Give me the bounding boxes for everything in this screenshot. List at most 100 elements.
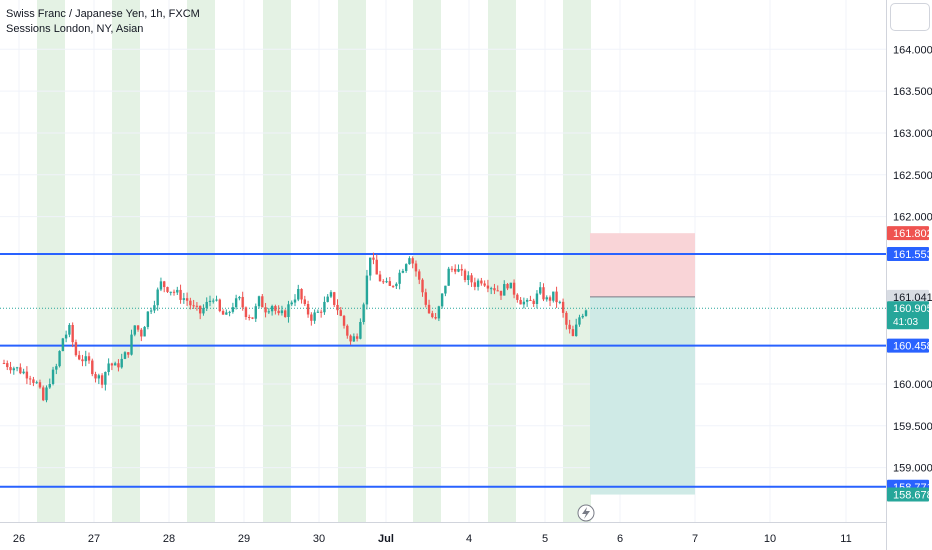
candle-body: [192, 305, 195, 307]
candle-body: [32, 379, 35, 383]
candle-body: [313, 312, 316, 321]
price-label-bg: [887, 226, 929, 241]
candle-69: [225, 309, 228, 315]
candle-body: [450, 268, 454, 270]
price-label-2: 161.553: [887, 247, 932, 262]
candle-33: [107, 358, 110, 376]
candle-body: [319, 311, 323, 313]
candle-body: [55, 366, 58, 370]
candle-body: [267, 311, 271, 313]
candle-64: [208, 295, 212, 307]
symbol-title[interactable]: Swiss Franc / Japanese Yen, 1h, FXCM: [6, 8, 200, 20]
x-tick-label: Jul: [378, 533, 394, 545]
candle-body: [123, 352, 127, 359]
candle-50: [163, 280, 166, 293]
candle-29: [94, 371, 97, 383]
candle-body: [127, 352, 130, 355]
candle-37: [120, 353, 123, 369]
candle-body: [336, 304, 339, 311]
candle-24: [78, 350, 81, 361]
session-band-3: [187, 0, 215, 522]
candle-body: [133, 325, 136, 335]
candle-body: [359, 321, 362, 339]
candle-114: [372, 252, 375, 265]
candle-48: [156, 287, 159, 311]
session-band-2: [112, 0, 140, 522]
lightning-icon[interactable]: [577, 504, 595, 522]
candle-141: [460, 264, 463, 276]
candle-156: [509, 282, 512, 289]
candle-68: [221, 309, 225, 315]
time-axis[interactable]: 26 27 28 29 30 Jul 4 5 6 7 10 11: [0, 522, 886, 546]
y-tick-label: 163.500: [893, 86, 932, 98]
candle-body: [548, 297, 552, 301]
candle-body: [454, 268, 457, 272]
candle-41: [133, 325, 136, 337]
candle-143: [467, 271, 470, 286]
candle-91: [297, 284, 300, 302]
candle-body: [78, 355, 81, 360]
candle-body: [2, 363, 6, 365]
candle-body: [561, 301, 565, 313]
candle-body: [283, 310, 287, 317]
candle-body: [293, 299, 297, 303]
candle-90: [293, 294, 297, 307]
price-label-5: 160.458: [887, 338, 932, 353]
candle-142: [463, 268, 467, 283]
candle-107: [349, 334, 352, 345]
horizontal-levels[interactable]: [0, 253, 886, 488]
candle-body: [163, 281, 166, 288]
candle-149: [486, 279, 490, 293]
session-band-8: [563, 0, 591, 522]
indicator-title[interactable]: Sessions London, NY, Asian: [6, 23, 144, 35]
candle-body: [58, 351, 61, 367]
price-label-bg: [887, 289, 929, 304]
candle-body: [264, 307, 267, 313]
candle-body: [342, 315, 346, 326]
candle-body: [234, 298, 238, 308]
session-bands: [37, 0, 591, 522]
candle-132: [431, 310, 434, 319]
candle-body: [87, 356, 91, 361]
candle-body: [440, 293, 444, 307]
lightning-icon-bolt: [582, 507, 590, 519]
candle-135: [440, 293, 444, 309]
candle-179: [584, 309, 588, 317]
candle-body: [231, 307, 235, 312]
candle-body: [519, 299, 522, 305]
candle-body: [9, 367, 12, 371]
candle-159: [519, 297, 522, 305]
y-tick-label: 159.000: [893, 463, 932, 475]
candle-body: [244, 307, 248, 317]
candle-101: [329, 290, 333, 299]
candle-66: [215, 295, 218, 302]
candle-body: [19, 367, 22, 374]
candle-115: [375, 254, 378, 275]
candle-body: [107, 363, 110, 372]
candle-10: [32, 376, 35, 387]
candle-26: [84, 350, 87, 367]
candle-112: [365, 269, 369, 310]
candle-125: [408, 256, 411, 265]
long-short-position[interactable]: [590, 233, 695, 495]
candle-body: [149, 310, 153, 312]
candle-body: [457, 268, 460, 272]
candle-140: [457, 264, 460, 273]
candle-72: [234, 294, 238, 310]
candle-177: [578, 314, 581, 327]
candle-44: [143, 325, 146, 337]
candle-body: [64, 334, 68, 339]
candle-body: [558, 301, 562, 303]
candle-103: [336, 299, 339, 315]
candle-body: [480, 280, 483, 284]
candle-167: [545, 295, 548, 302]
candle-145: [473, 277, 477, 291]
price-label-text: 160.905: [893, 303, 932, 315]
candle-172: [561, 298, 565, 318]
price-axis[interactable]: 164.000 163.500 163.000 162.500 162.000 160.0…: [886, 0, 932, 550]
candle-body: [208, 300, 212, 302]
chart-control-box[interactable]: [890, 3, 930, 31]
candle-body: [228, 311, 231, 313]
